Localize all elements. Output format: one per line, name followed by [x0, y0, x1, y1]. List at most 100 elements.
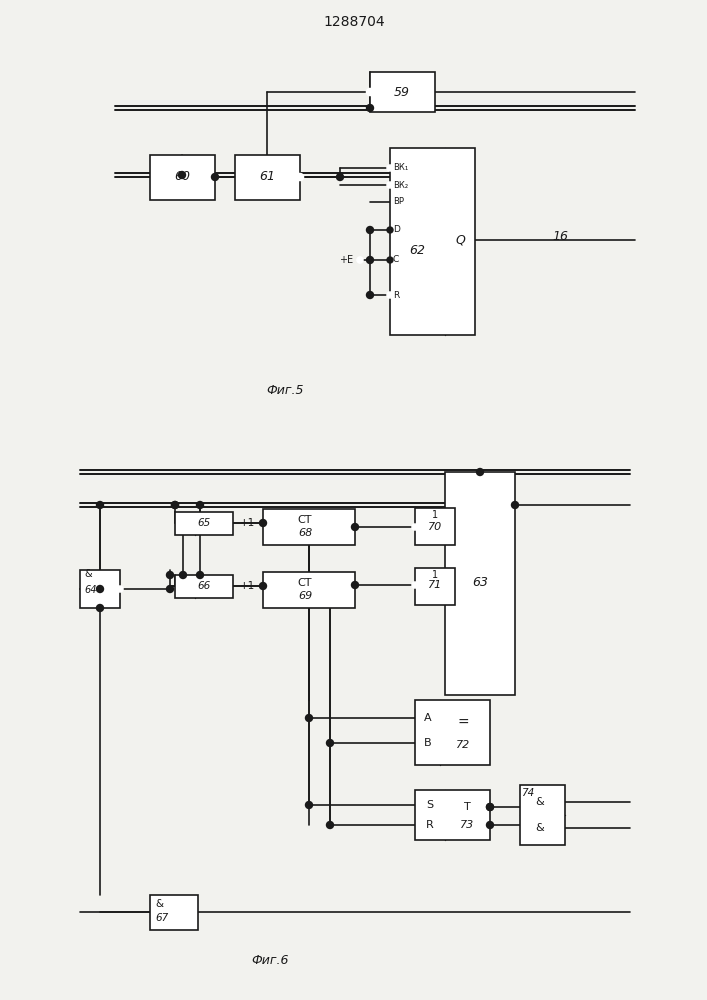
Text: 60: 60 [174, 170, 190, 184]
Circle shape [337, 174, 344, 180]
Bar [415, 700, 490, 765]
Bar [150, 155, 215, 200]
Circle shape [486, 822, 493, 828]
Circle shape [366, 104, 373, 111]
Bar [80, 570, 120, 608]
Text: ВК₁: ВК₁ [393, 163, 408, 172]
Text: 74: 74 [521, 788, 534, 798]
Text: +1: +1 [240, 518, 256, 528]
Circle shape [117, 586, 123, 592]
Text: 1: 1 [432, 510, 438, 520]
Text: CT: CT [298, 515, 312, 525]
Text: B: B [424, 738, 432, 748]
Circle shape [412, 524, 418, 530]
Circle shape [387, 257, 393, 263]
Text: CT: CT [298, 578, 312, 588]
Circle shape [167, 572, 173, 578]
Circle shape [366, 256, 373, 263]
Circle shape [96, 604, 103, 611]
Circle shape [305, 714, 312, 722]
Text: 69: 69 [298, 591, 312, 601]
Bar [263, 509, 355, 545]
Bar [445, 472, 515, 695]
Text: 1288704: 1288704 [323, 15, 385, 29]
Circle shape [477, 468, 484, 476]
Text: 70: 70 [428, 522, 442, 532]
Text: 72: 72 [456, 740, 470, 750]
Bar [235, 155, 300, 200]
Text: D: D [393, 226, 400, 234]
Text: A: A [424, 713, 432, 723]
Circle shape [296, 174, 303, 180]
Circle shape [366, 89, 373, 96]
Bar [150, 895, 198, 930]
Text: R: R [393, 290, 399, 300]
Bar [415, 508, 455, 545]
Circle shape [351, 524, 358, 530]
Circle shape [178, 172, 185, 178]
Text: +E: +E [339, 255, 353, 265]
Text: T: T [464, 802, 470, 812]
Circle shape [172, 502, 178, 508]
Text: ВК₂: ВК₂ [393, 180, 408, 190]
Text: =: = [457, 716, 469, 730]
Circle shape [327, 822, 334, 828]
Circle shape [259, 520, 267, 526]
Bar [370, 72, 435, 112]
Text: 73: 73 [460, 820, 474, 830]
Circle shape [487, 822, 493, 828]
Circle shape [351, 582, 358, 588]
Text: Фиг.5: Фиг.5 [267, 383, 304, 396]
Circle shape [197, 572, 204, 578]
Text: 66: 66 [197, 581, 211, 591]
Text: &: & [84, 569, 92, 579]
Bar [175, 512, 233, 535]
Bar [520, 785, 565, 845]
Circle shape [327, 740, 334, 746]
Bar [415, 568, 455, 605]
Circle shape [511, 502, 518, 508]
Circle shape [486, 804, 493, 810]
Text: 61: 61 [259, 170, 275, 184]
Text: +1: +1 [240, 581, 256, 591]
Bar [175, 575, 233, 598]
Text: 59: 59 [394, 86, 410, 99]
Circle shape [96, 585, 103, 592]
Circle shape [172, 502, 178, 508]
Text: 67: 67 [155, 913, 168, 923]
Text: Фиг.6: Фиг.6 [251, 954, 288, 966]
Circle shape [366, 227, 373, 233]
Text: &: & [536, 797, 544, 807]
Text: &: & [155, 899, 163, 909]
Text: &: & [536, 823, 544, 833]
Circle shape [180, 572, 187, 578]
Text: ВР: ВР [393, 198, 404, 207]
Bar [263, 572, 355, 608]
Circle shape [167, 585, 173, 592]
Circle shape [357, 257, 363, 263]
Circle shape [96, 502, 103, 508]
Circle shape [197, 502, 204, 508]
Circle shape [211, 174, 218, 180]
Text: S: S [426, 800, 433, 810]
Text: 71: 71 [428, 580, 442, 590]
Bar [415, 790, 490, 840]
Circle shape [387, 292, 393, 298]
Text: 64: 64 [84, 585, 96, 595]
Bar [390, 148, 475, 335]
Circle shape [412, 582, 418, 588]
Text: 63: 63 [472, 576, 488, 589]
Text: 1: 1 [432, 570, 438, 580]
Text: 16: 16 [552, 231, 568, 243]
Text: Q: Q [455, 233, 465, 246]
Text: 62: 62 [409, 243, 425, 256]
Text: C: C [393, 255, 399, 264]
Circle shape [366, 292, 373, 298]
Text: 65: 65 [197, 518, 211, 528]
Circle shape [387, 165, 393, 171]
Text: R: R [426, 820, 434, 830]
Circle shape [305, 802, 312, 808]
Circle shape [259, 582, 267, 589]
Circle shape [486, 804, 493, 810]
Text: 68: 68 [298, 528, 312, 538]
